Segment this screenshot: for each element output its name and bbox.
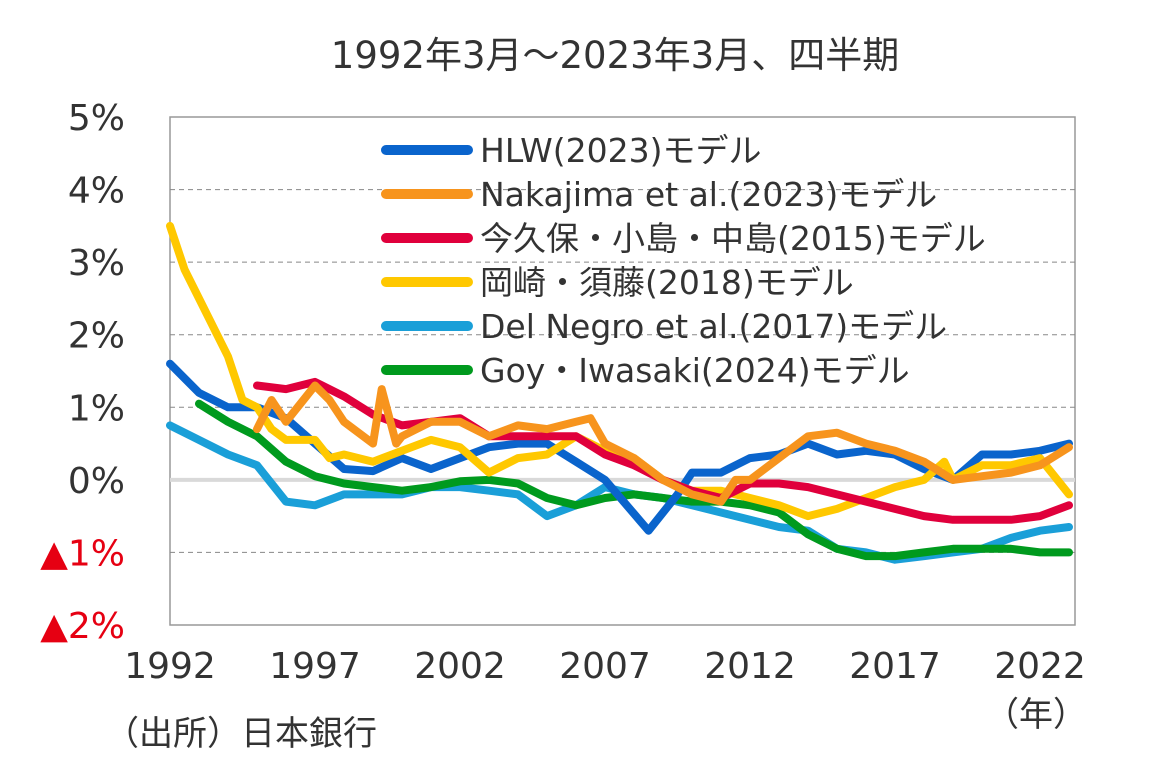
series-lines (166, 221, 1073, 564)
x-tick-label: 2017 (849, 646, 941, 687)
x-tick-label: 1997 (269, 646, 361, 687)
y-tick-label: ▲2% (40, 606, 125, 647)
source-note: （出所）日本銀行 (105, 714, 377, 754)
y-tick-label: 0% (68, 461, 125, 502)
x-tick-label: 2022 (994, 646, 1086, 687)
plot-area-frame (169, 116, 1076, 626)
legend: HLW(2023)モデル Nakajima et al.(2023)モデル今久保・… (381, 131, 986, 390)
x-tick-label: 1992 (124, 646, 216, 687)
legend-label: Goy・Iwasaki(2024)モデル (480, 351, 910, 390)
legend-label: HLW(2023)モデル (480, 131, 762, 170)
y-axis-ticks: 5% 4% 3% 2% 1% 0% ▲1% ▲2% (40, 98, 125, 647)
chart-title: 1992年3月～2023年3月、四半期 (331, 34, 899, 77)
y-tick-label: 5% (68, 98, 125, 139)
y-tick-label: 4% (68, 171, 125, 212)
x-axis-ticks: 1992 1997 2002 2007 2012 2017 2022 (124, 646, 1086, 687)
series-line (195, 399, 1073, 561)
legend-label: 今久保・小島・中島(2015)モデル (480, 219, 986, 258)
y-tick-label: 3% (68, 243, 125, 284)
x-tick-label: 2002 (414, 646, 506, 687)
x-tick-label: 2012 (704, 646, 796, 687)
x-axis-label: （年） (985, 695, 1087, 735)
series-line (253, 381, 1073, 506)
legend-label: Del Negro et al.(2017)モデル (480, 307, 947, 346)
legend-label: Nakajima et al.(2023)モデル (480, 175, 937, 214)
legend-label: 岡崎・須藤(2018)モデル (480, 263, 854, 302)
y-tick-label: 1% (68, 388, 125, 429)
x-tick-label: 2007 (559, 646, 651, 687)
y-tick-label: ▲1% (40, 533, 125, 574)
y-tick-label: 2% (68, 316, 125, 357)
